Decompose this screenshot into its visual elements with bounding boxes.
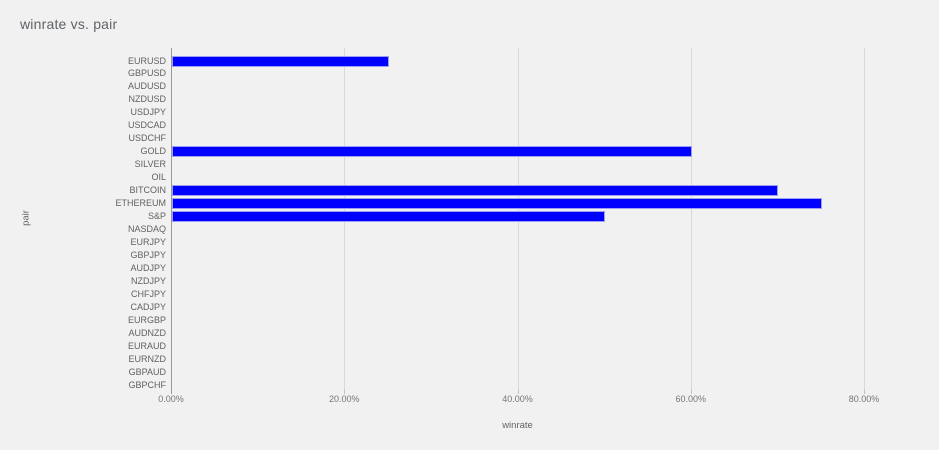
- category-label: EURGBP: [127, 315, 166, 326]
- x-tick-mark: [344, 389, 346, 394]
- gridline-60: [690, 48, 692, 389]
- category-label: CADJPY: [130, 302, 166, 313]
- y-axis-line: [171, 48, 172, 394]
- category-label: EURUSD: [127, 55, 166, 66]
- gridline-80: [864, 48, 865, 389]
- x-tick-mark: [517, 389, 519, 394]
- category-label: NASDAQ: [127, 224, 166, 235]
- category-label: USDCHF: [128, 133, 167, 144]
- category-label: CHFJPY: [130, 289, 166, 300]
- category-label: OIL: [151, 172, 166, 183]
- x-axis-title: winrate: [502, 420, 533, 431]
- bar-s-p[interactable]: [172, 211, 606, 223]
- x-tick-mark: [690, 389, 692, 394]
- category-label: SILVER: [134, 159, 166, 170]
- category-label: EURNZD: [128, 354, 167, 365]
- bar-bitcoin[interactable]: [172, 185, 779, 197]
- category-label: GBPUSD: [127, 68, 166, 79]
- x-tick-label: 40.00%: [502, 394, 533, 404]
- category-label: USDCAD: [127, 120, 166, 131]
- category-label: AUDJPY: [130, 263, 166, 274]
- x-tick-label: 60.00%: [675, 394, 707, 404]
- category-label: GBPAUD: [128, 367, 166, 378]
- category-label: BITCOIN: [129, 185, 166, 196]
- category-label: GBPJPY: [130, 250, 166, 261]
- x-tick-label: 20.00%: [328, 394, 360, 404]
- category-label: USDJPY: [130, 107, 166, 118]
- category-label: GBPCHF: [128, 380, 166, 390]
- category-label: NZDUSD: [128, 94, 167, 105]
- category-label: ETHEREUM: [115, 198, 166, 209]
- category-label: EURAUD: [127, 341, 166, 352]
- x-tick-label: 80.00%: [848, 394, 880, 404]
- bar-ethereum[interactable]: [172, 198, 822, 210]
- category-label: AUDUSD: [127, 81, 166, 92]
- category-label: NZDJPY: [130, 276, 166, 287]
- x-tick-mark: [864, 389, 865, 394]
- category-label: AUDNZD: [128, 328, 167, 339]
- category-label: S&P: [147, 211, 166, 222]
- category-label: GOLD: [140, 146, 166, 157]
- chart-title: winrate vs. pair: [20, 16, 118, 32]
- bar-gold[interactable]: [172, 146, 692, 158]
- bar-eurusd[interactable]: [172, 55, 389, 67]
- category-label: EURJPY: [130, 237, 166, 248]
- x-tick-label: 0.00%: [158, 394, 184, 404]
